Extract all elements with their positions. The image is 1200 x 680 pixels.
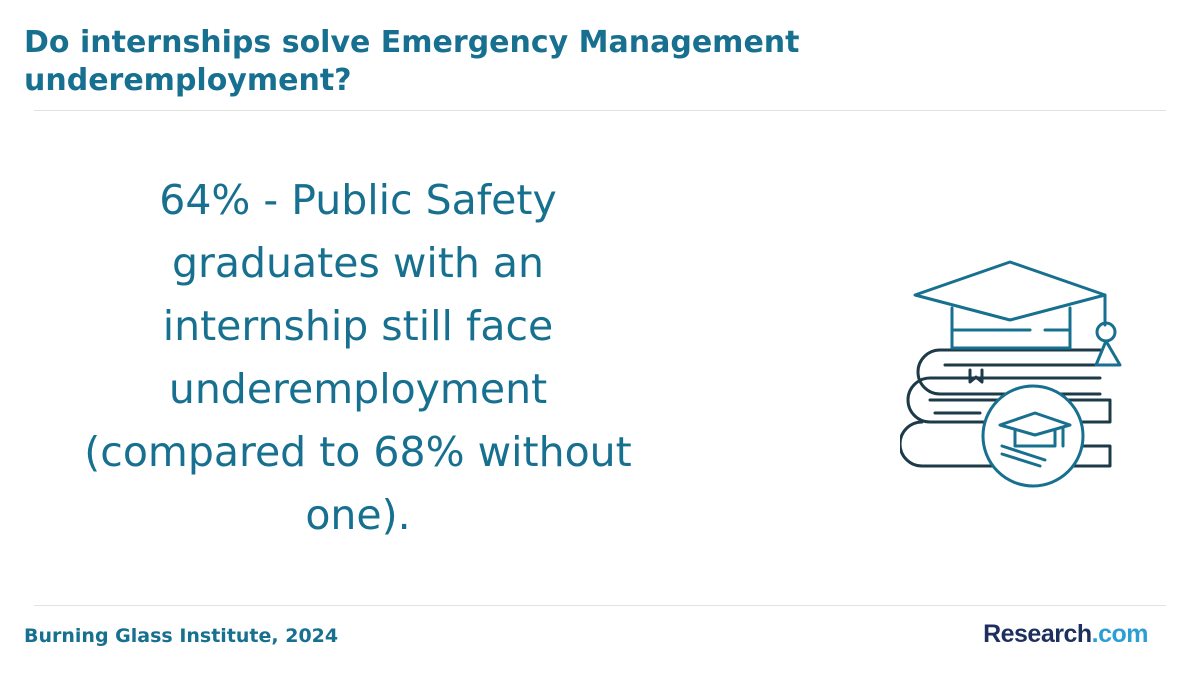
logo-suffix: .com [1091, 620, 1149, 648]
source: Burning Glass Institute, 2024 [24, 625, 339, 647]
logo-name: Research [983, 620, 1092, 648]
logo: Research.com [983, 620, 1148, 649]
divider [34, 110, 1166, 111]
graduation-icon [900, 260, 1122, 488]
divider [34, 605, 1166, 606]
title: Do internships solve Emergency Managemen… [24, 25, 800, 98]
statement: 64% - Public Safety graduates with an in… [84, 176, 632, 539]
